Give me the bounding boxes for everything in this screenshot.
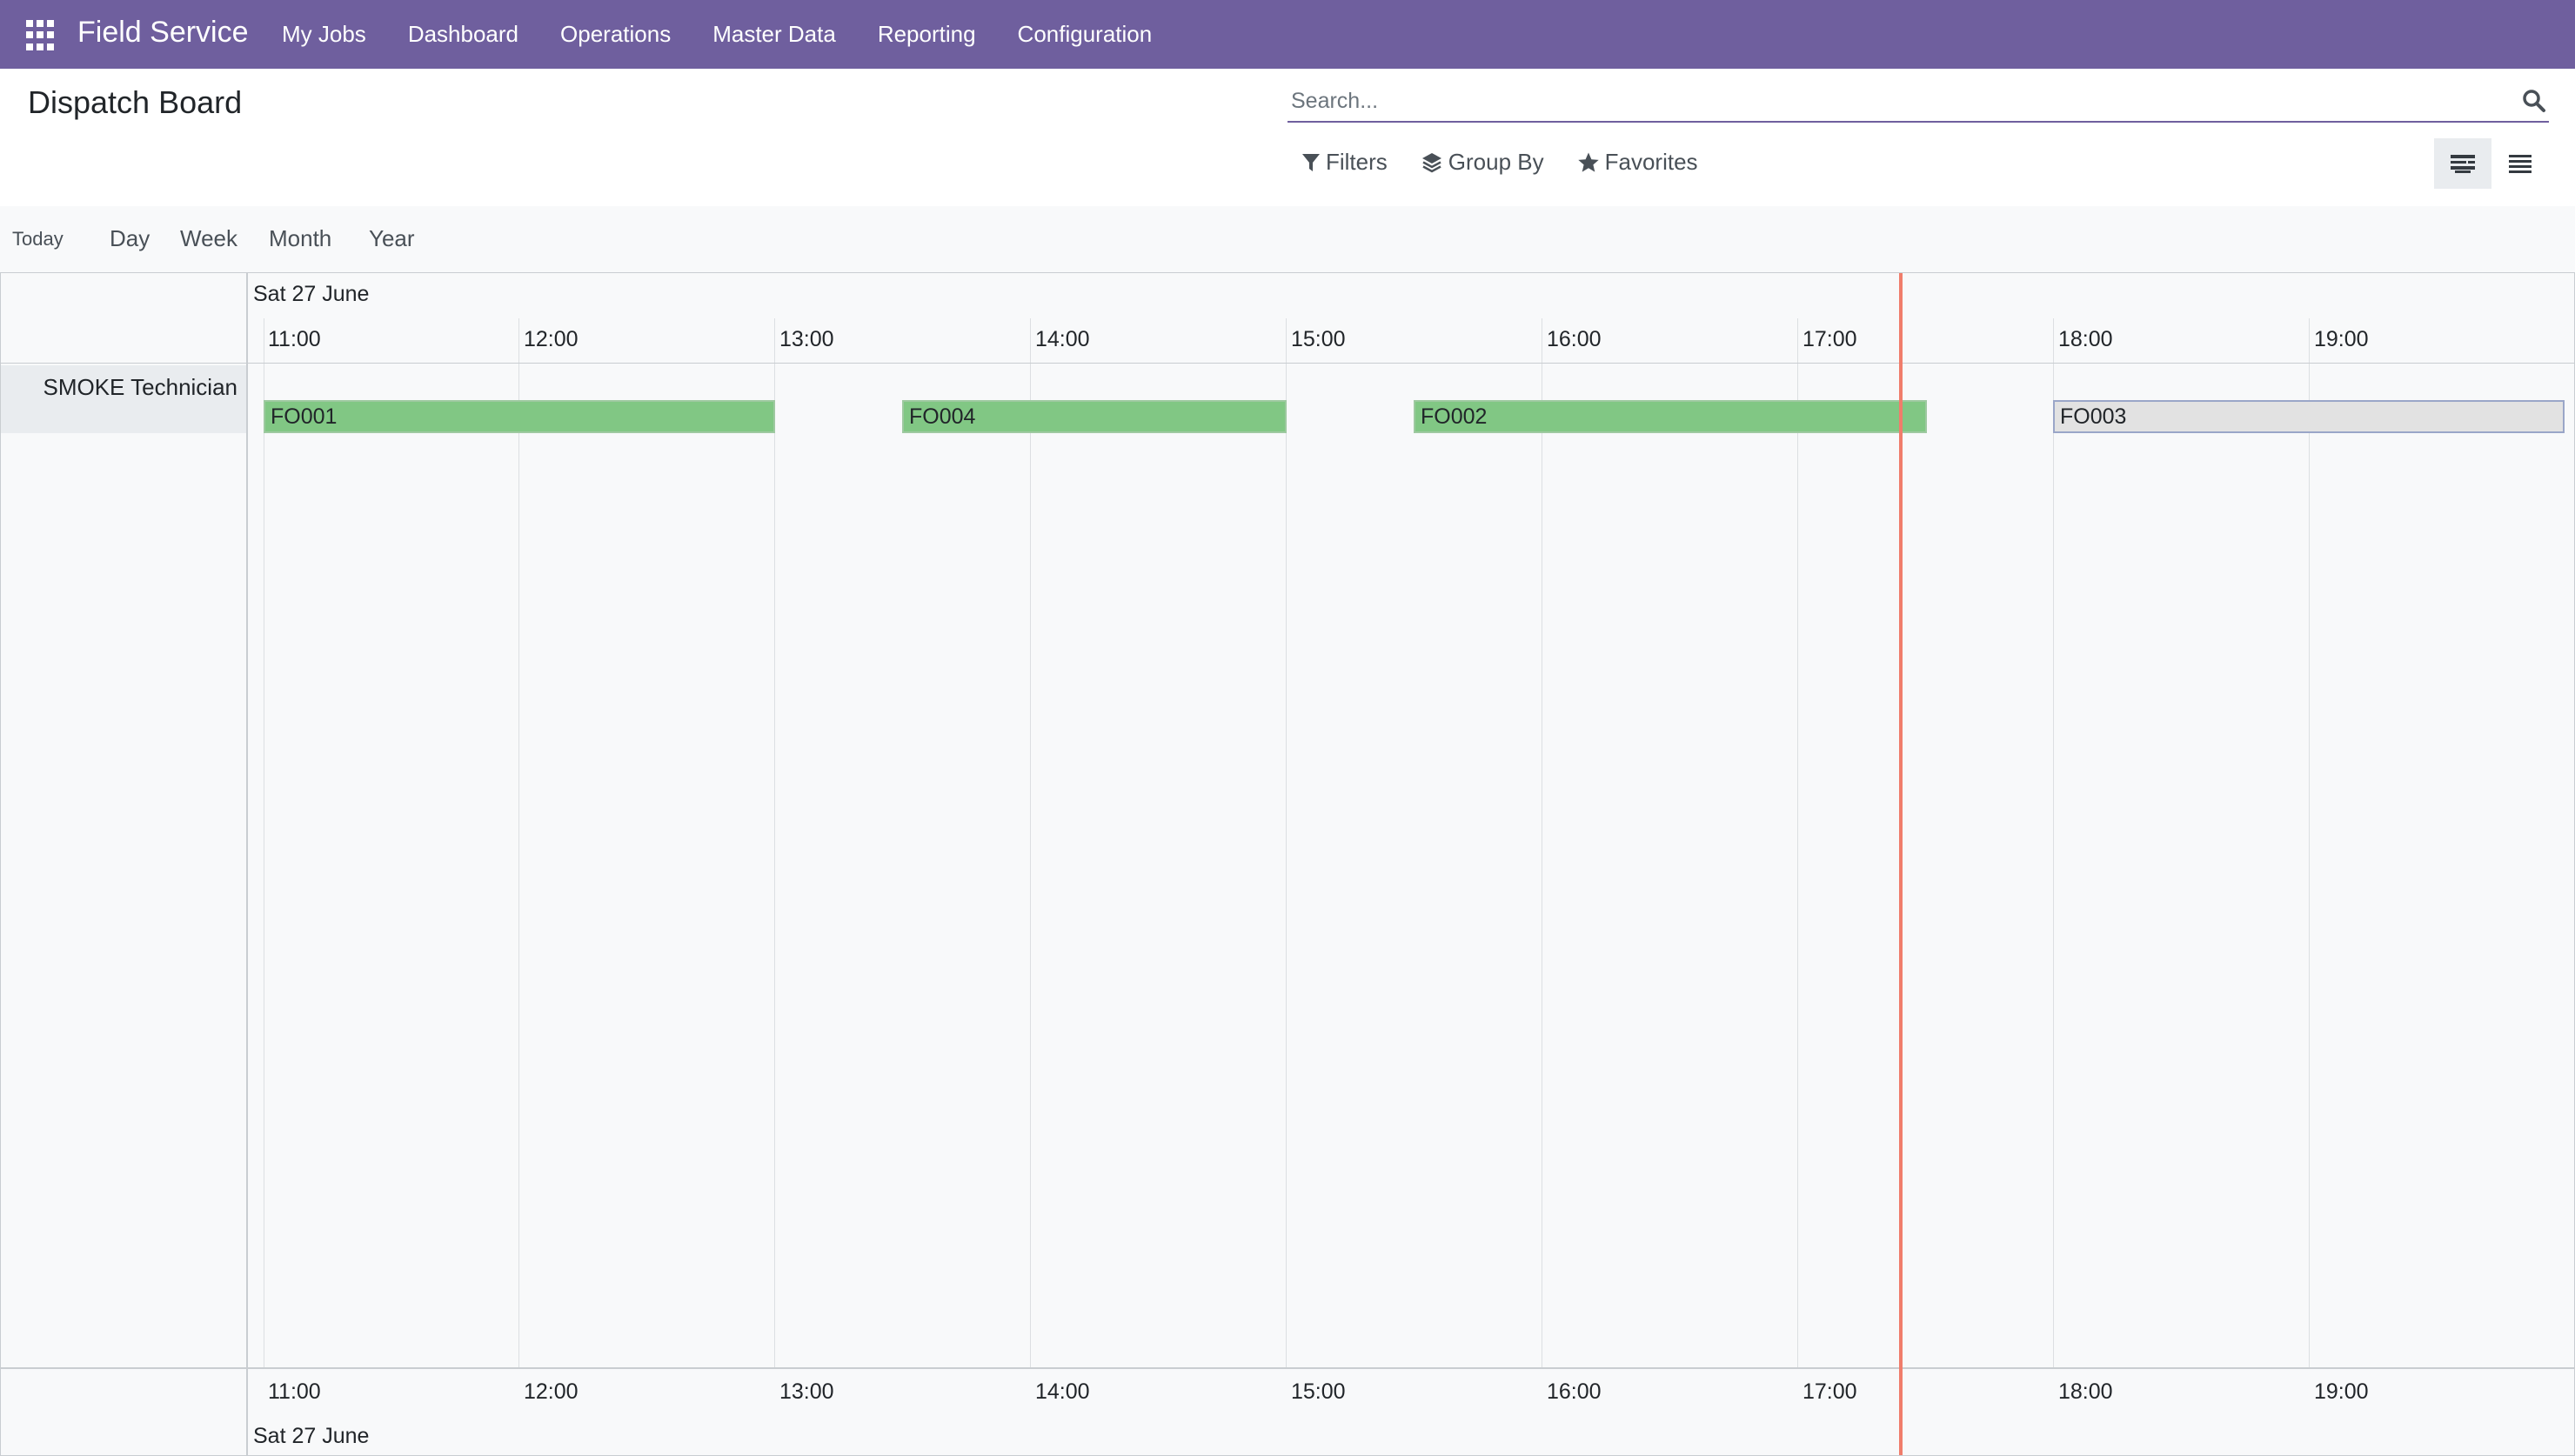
header-hour-label: 16:00 (1547, 327, 1602, 351)
list-view-icon (2509, 155, 2532, 173)
pill-label: FO002 (1421, 404, 1488, 429)
footer-hour-label: 16:00 (1547, 1379, 1602, 1404)
menu-operations[interactable]: Operations (560, 21, 672, 47)
header-hour-label: 17:00 (1802, 327, 1857, 351)
header-divider (1, 363, 2574, 364)
header-hour-label: 19:00 (2314, 327, 2369, 351)
hour-gridline (1797, 318, 1798, 1367)
apps-menu-icon[interactable] (26, 20, 57, 51)
star-icon (1577, 152, 1599, 172)
footer-hour-label: 17:00 (1802, 1379, 1857, 1404)
search-input[interactable] (1288, 83, 2495, 119)
search-icon[interactable] (2521, 88, 2547, 114)
favorites-button[interactable]: Favorites (1577, 149, 1698, 176)
footer-hour-label: 12:00 (524, 1379, 579, 1404)
menu-dashboard[interactable]: Dashboard (407, 21, 519, 47)
year-scale-button[interactable]: Year (369, 225, 415, 251)
month-scale-button[interactable]: Month (269, 225, 332, 251)
footer-hour-label: 18:00 (2058, 1379, 2113, 1404)
main-menu: My Jobs Dashboard Operations Master Data… (282, 21, 1194, 48)
footer-hour-label: 19:00 (2314, 1379, 2369, 1404)
row-label-text: SMOKE Technician (43, 374, 237, 400)
pill-label: FO004 (909, 404, 976, 429)
header-hour-label: 12:00 (524, 327, 579, 351)
favorites-label: Favorites (1604, 149, 1698, 175)
menu-configuration[interactable]: Configuration (1017, 21, 1153, 47)
hour-gridline (1286, 318, 1287, 1367)
gantt-view-button[interactable] (2434, 138, 2491, 189)
filters-button[interactable]: Filters (1301, 149, 1388, 176)
hour-gridline (2309, 318, 2310, 1367)
hour-gridline (518, 318, 519, 1367)
scale-bar: Today Day Week Month Year (0, 206, 2575, 272)
header-hour-label: 18:00 (2058, 327, 2113, 351)
header-hour-label: 13:00 (779, 327, 834, 351)
row-header[interactable]: SMOKE Technician (1, 365, 246, 433)
gantt-pill-fo001[interactable]: FO001 (264, 400, 775, 433)
footer-hour-label: 15:00 (1291, 1379, 1346, 1404)
search-box (1288, 83, 2549, 123)
day-scale-button[interactable]: Day (110, 225, 150, 251)
header-hour-label: 15:00 (1291, 327, 1346, 351)
pill-label: FO001 (271, 404, 338, 429)
current-time-line (1899, 273, 1903, 1455)
hour-gridline (774, 318, 775, 1367)
layers-icon (1421, 152, 1441, 172)
control-panel: Dispatch Board Filters Group By (0, 69, 2575, 207)
page-title: Dispatch Board (28, 84, 243, 120)
footer-date: Sat 27 June (253, 1424, 370, 1448)
header-hour-label: 11:00 (268, 327, 321, 351)
filters-label: Filters (1326, 149, 1388, 175)
filter-icon (1302, 153, 1320, 171)
list-view-button[interactable] (2491, 138, 2549, 189)
search-options: Filters Group By Favorites (1301, 149, 1731, 176)
hour-gridline (1030, 318, 1031, 1367)
footer-divider (1, 1367, 2574, 1369)
today-button[interactable]: Today (12, 228, 64, 250)
hour-gridline (2053, 318, 2054, 1367)
footer-hour-label: 14:00 (1035, 1379, 1090, 1404)
week-scale-button[interactable]: Week (180, 225, 237, 251)
gantt-chart: Sat 27 June 11:00 12:00 13:00 14:00 15:0… (0, 272, 2575, 1456)
group-by-button[interactable]: Group By (1421, 149, 1544, 176)
footer-hour-label: 11:00 (268, 1379, 321, 1404)
menu-master-data[interactable]: Master Data (712, 21, 836, 47)
gantt-pill-fo004[interactable]: FO004 (902, 400, 1287, 433)
gantt-pill-fo002[interactable]: FO002 (1414, 400, 1927, 433)
footer-hour-label: 13:00 (779, 1379, 834, 1404)
group-by-label: Group By (1448, 149, 1544, 175)
menu-reporting[interactable]: Reporting (877, 21, 976, 47)
top-navbar: Field Service My Jobs Dashboard Operatio… (0, 0, 2575, 69)
pill-label: FO003 (2060, 404, 2127, 429)
gantt-row-headers (1, 273, 248, 1455)
header-hour-label: 14:00 (1035, 327, 1090, 351)
gantt-pill-fo003[interactable]: FO003 (2053, 400, 2565, 433)
menu-my-jobs[interactable]: My Jobs (282, 21, 366, 47)
app-brand[interactable]: Field Service (77, 16, 249, 49)
gantt-view-icon (2451, 155, 2475, 173)
view-switcher (2434, 138, 2549, 189)
header-date: Sat 27 June (253, 282, 370, 306)
